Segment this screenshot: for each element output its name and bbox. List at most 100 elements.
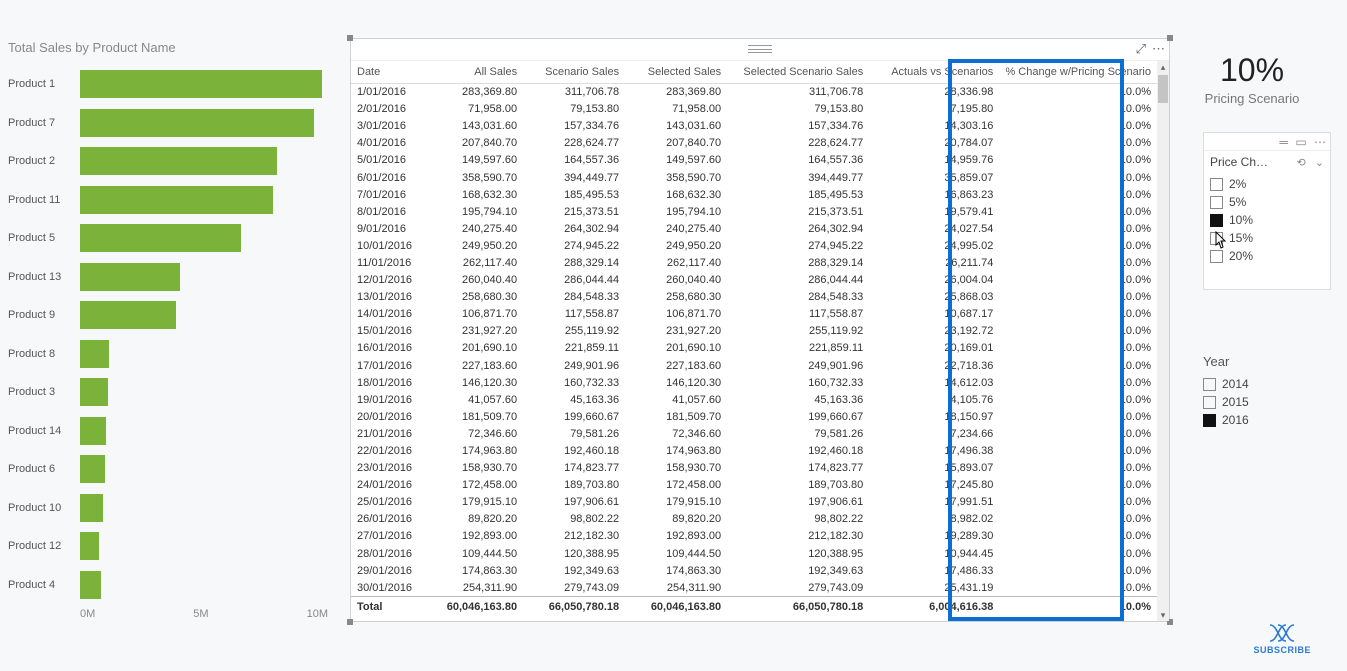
table-cell: 199,660.67: [727, 408, 869, 425]
table-cell: 20,169.01: [869, 340, 999, 357]
bar-row[interactable]: Product 2: [6, 142, 332, 181]
clear-selection-icon[interactable]: ⟲: [1297, 157, 1306, 169]
table-cell: 311,706.78: [523, 84, 625, 101]
table-row[interactable]: 29/01/2016174,863.30192,349.63174,863.30…: [351, 562, 1157, 579]
bar-row[interactable]: Product 3: [6, 373, 332, 412]
slicer-dropdown-icon[interactable]: ▭: [1295, 135, 1306, 149]
vertical-scrollbar[interactable]: ▴ ▾: [1157, 61, 1169, 621]
table-row[interactable]: 7/01/2016168,632.30185,495.53168,632.301…: [351, 186, 1157, 203]
column-header[interactable]: Selected Scenario Sales: [727, 61, 869, 84]
slicer-item[interactable]: 20%: [1210, 247, 1324, 265]
table-cell: 10.0%: [999, 186, 1157, 203]
table-row[interactable]: 9/01/2016240,275.40264,302.94240,275.402…: [351, 220, 1157, 237]
slicer-item[interactable]: 2014: [1203, 375, 1325, 393]
bar-row[interactable]: Product 10: [6, 489, 332, 528]
table-row[interactable]: 24/01/2016172,458.00189,703.80172,458.00…: [351, 477, 1157, 494]
bar-row[interactable]: Product 11: [6, 181, 332, 220]
table-row[interactable]: 30/01/2016254,311.90279,743.09254,311.90…: [351, 579, 1157, 596]
table-row[interactable]: 16/01/2016201,690.10221,859.11201,690.10…: [351, 340, 1157, 357]
scroll-thumb[interactable]: [1158, 75, 1168, 103]
column-header[interactable]: Date: [351, 61, 423, 84]
slicer-item[interactable]: 10%: [1210, 211, 1324, 229]
table-row[interactable]: 20/01/2016181,509.70199,660.67181,509.70…: [351, 408, 1157, 425]
table-cell: 146,120.30: [625, 374, 727, 391]
table-row[interactable]: 23/01/2016158,930.70174,823.77158,930.70…: [351, 460, 1157, 477]
table-row[interactable]: 12/01/2016260,040.40286,044.44260,040.40…: [351, 272, 1157, 289]
year-slicer[interactable]: Year 201420152016: [1203, 350, 1331, 440]
table-row[interactable]: 14/01/2016106,871.70117,558.87106,871.70…: [351, 306, 1157, 323]
column-header[interactable]: % Change w/Pricing Scenario: [999, 61, 1157, 84]
bar-row[interactable]: Product 7: [6, 104, 332, 143]
bar-row[interactable]: Product 9: [6, 296, 332, 335]
axis-tick: 10M: [307, 608, 328, 620]
table-cell: 358,590.70: [625, 169, 727, 186]
subscribe-badge[interactable]: SUBSCRIBE: [1253, 623, 1311, 655]
slicer-item[interactable]: 15%: [1210, 229, 1324, 247]
table-cell: 146,120.30: [423, 374, 523, 391]
table-row[interactable]: 3/01/2016143,031.60157,334.76143,031.601…: [351, 118, 1157, 135]
drag-handle-icon[interactable]: [748, 45, 772, 53]
bar-row[interactable]: Product 5: [6, 219, 332, 258]
table-cell: 26,004.04: [869, 272, 999, 289]
bar-row[interactable]: Product 8: [6, 335, 332, 374]
column-header[interactable]: Scenario Sales: [523, 61, 625, 84]
table-row[interactable]: 5/01/2016149,597.60164,557.36149,597.601…: [351, 152, 1157, 169]
table-row[interactable]: 19/01/201641,057.6045,163.3641,057.6045,…: [351, 391, 1157, 408]
focus-mode-icon[interactable]: ⤢: [1136, 41, 1146, 57]
more-options-icon[interactable]: ⋯: [1152, 41, 1165, 57]
checkbox[interactable]: [1210, 250, 1223, 263]
column-header[interactable]: Actuals vs Scenarios: [869, 61, 999, 84]
checkbox[interactable]: [1203, 378, 1216, 391]
checkbox[interactable]: [1210, 214, 1223, 227]
column-header[interactable]: All Sales: [423, 61, 523, 84]
table-row[interactable]: 18/01/2016146,120.30160,732.33146,120.30…: [351, 374, 1157, 391]
table-cell: 18/01/2016: [351, 374, 423, 391]
scroll-up-icon[interactable]: ▴: [1157, 61, 1169, 73]
table-cell: 254,311.90: [625, 579, 727, 596]
table-cell: 22/01/2016: [351, 442, 423, 459]
table-row[interactable]: 11/01/2016262,117.40288,329.14262,117.40…: [351, 254, 1157, 271]
bar-row[interactable]: Product 14: [6, 412, 332, 451]
table-cell: 13/01/2016: [351, 289, 423, 306]
table-row[interactable]: 17/01/2016227,183.60249,901.96227,183.60…: [351, 357, 1157, 374]
table-row[interactable]: 13/01/2016258,680.30284,548.33258,680.30…: [351, 289, 1157, 306]
table-row[interactable]: 21/01/201672,346.6079,581.2672,346.6079,…: [351, 425, 1157, 442]
scroll-down-icon[interactable]: ▾: [1157, 609, 1169, 621]
slicer-item[interactable]: 2%: [1210, 175, 1324, 193]
chevron-down-icon[interactable]: ⌄: [1315, 157, 1324, 169]
table-row[interactable]: 2/01/201671,958.0079,153.8071,958.0079,1…: [351, 101, 1157, 118]
table-row[interactable]: 15/01/2016231,927.20255,119.92231,927.20…: [351, 323, 1157, 340]
checkbox[interactable]: [1210, 178, 1223, 191]
kpi-card[interactable]: 10% Pricing Scenario: [1187, 52, 1317, 106]
column-header[interactable]: Selected Sales: [625, 61, 727, 84]
bar-row[interactable]: Product 4: [6, 566, 332, 605]
table-row[interactable]: 27/01/2016192,893.00212,182.30192,893.00…: [351, 528, 1157, 545]
table-row[interactable]: 6/01/2016358,590.70394,449.77358,590.703…: [351, 169, 1157, 186]
bar-row[interactable]: Product 1: [6, 65, 332, 104]
table-row[interactable]: 26/01/201689,820.2098,802.2289,820.2098,…: [351, 511, 1157, 528]
bar-row[interactable]: Product 6: [6, 450, 332, 489]
table-row[interactable]: 4/01/2016207,840.70228,624.77207,840.702…: [351, 135, 1157, 152]
table-row[interactable]: 28/01/2016109,444.50120,388.95109,444.50…: [351, 545, 1157, 562]
slicer-item[interactable]: 2016: [1203, 411, 1325, 429]
checkbox[interactable]: [1203, 396, 1216, 409]
price-change-slicer[interactable]: ═ ▭ ⋯ Price Ch… ⟲ ⌄ 2%5%10%15%20%: [1203, 132, 1331, 290]
table-row[interactable]: 22/01/2016174,963.80192,460.18174,963.80…: [351, 442, 1157, 459]
slicer-item[interactable]: 5%: [1210, 193, 1324, 211]
checkbox[interactable]: [1203, 414, 1216, 427]
bar-row[interactable]: Product 12: [6, 527, 332, 566]
table-row[interactable]: 25/01/2016179,915.10197,906.61179,915.10…: [351, 494, 1157, 511]
slicer-layout-icon[interactable]: ═: [1279, 135, 1288, 149]
table-cell: 26/01/2016: [351, 511, 423, 528]
table-visual[interactable]: ⤢ ⋯ DateAll SalesScenario SalesSelected …: [350, 38, 1170, 622]
table-row[interactable]: 10/01/2016249,950.20274,945.22249,950.20…: [351, 237, 1157, 254]
table-row[interactable]: 8/01/2016195,794.10215,373.51195,794.102…: [351, 203, 1157, 220]
slicer-item[interactable]: 2015: [1203, 393, 1325, 411]
table-cell: 181,509.70: [423, 408, 523, 425]
table-row[interactable]: 1/01/2016283,369.80311,706.78283,369.803…: [351, 84, 1157, 101]
bar-label: Product 12: [6, 540, 80, 552]
more-options-icon[interactable]: ⋯: [1314, 135, 1326, 149]
bar-chart[interactable]: Total Sales by Product Name Product 1Pro…: [6, 40, 332, 660]
bar-row[interactable]: Product 13: [6, 258, 332, 297]
checkbox[interactable]: [1210, 196, 1223, 209]
